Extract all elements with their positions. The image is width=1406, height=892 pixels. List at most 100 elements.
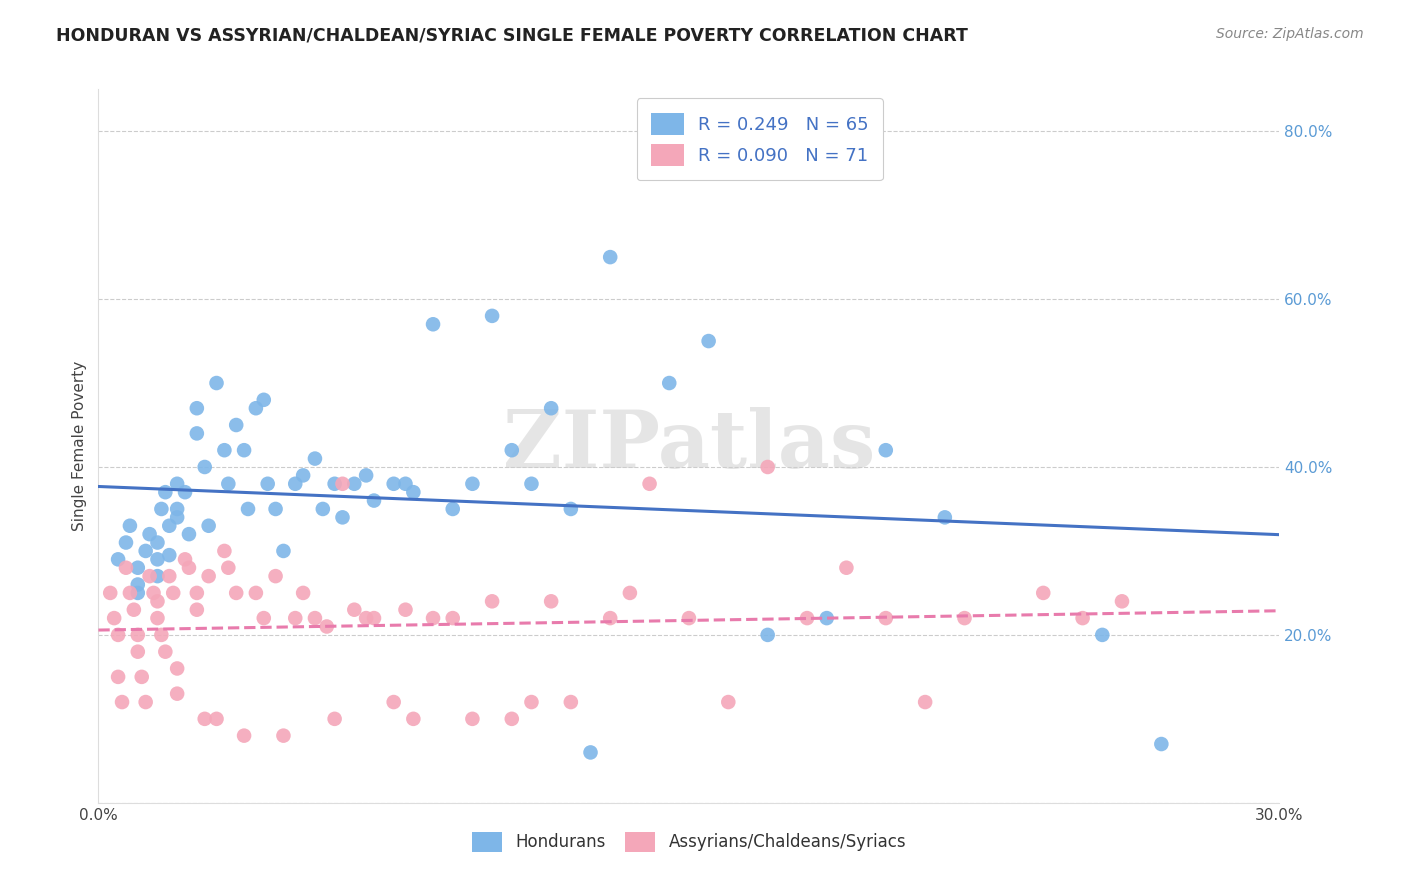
Point — [194, 460, 217, 475]
Point — [107, 552, 129, 566]
Point — [382, 695, 405, 709]
Point — [138, 569, 160, 583]
Point — [312, 502, 335, 516]
Point — [135, 544, 157, 558]
Point — [304, 451, 326, 466]
Point — [205, 376, 228, 390]
Point — [343, 476, 366, 491]
Point — [166, 661, 188, 675]
Point — [127, 560, 149, 574]
Point — [127, 586, 149, 600]
Point — [323, 712, 346, 726]
Point — [815, 611, 838, 625]
Point — [157, 569, 180, 583]
Point — [177, 560, 200, 574]
Point — [402, 485, 425, 500]
Point — [236, 502, 259, 516]
Point — [253, 392, 276, 407]
Text: ZIPatlas: ZIPatlas — [503, 407, 875, 485]
Point — [155, 485, 177, 500]
Point — [146, 569, 169, 583]
Point — [273, 729, 295, 743]
Point — [245, 401, 267, 416]
Text: Source: ZipAtlas.com: Source: ZipAtlas.com — [1216, 27, 1364, 41]
Point — [174, 485, 197, 500]
Point — [717, 695, 740, 709]
Y-axis label: Single Female Poverty: Single Female Poverty — [72, 361, 87, 531]
Point — [186, 603, 208, 617]
Point — [166, 476, 188, 491]
Point — [142, 586, 165, 600]
Point — [214, 544, 236, 558]
Point — [138, 527, 160, 541]
Point — [323, 476, 346, 491]
Point — [599, 250, 621, 264]
Point — [332, 510, 354, 524]
Point — [540, 401, 562, 416]
Point — [332, 476, 354, 491]
Point — [875, 443, 897, 458]
Point — [481, 309, 503, 323]
Point — [658, 376, 681, 390]
Point — [953, 611, 976, 625]
Point — [197, 569, 219, 583]
Point — [638, 476, 661, 491]
Point — [599, 611, 621, 625]
Point — [354, 611, 377, 625]
Legend: Hondurans, Assyrians/Chaldeans/Syriacs: Hondurans, Assyrians/Chaldeans/Syriacs — [465, 825, 912, 859]
Point — [127, 628, 149, 642]
Point — [155, 645, 177, 659]
Point — [146, 594, 169, 608]
Point — [233, 729, 256, 743]
Point — [177, 527, 200, 541]
Point — [186, 426, 208, 441]
Point — [560, 502, 582, 516]
Point — [501, 712, 523, 726]
Point — [354, 468, 377, 483]
Point — [256, 476, 278, 491]
Point — [107, 670, 129, 684]
Point — [284, 611, 307, 625]
Point — [284, 476, 307, 491]
Point — [166, 502, 188, 516]
Point — [422, 611, 444, 625]
Point — [1032, 586, 1054, 600]
Point — [540, 594, 562, 608]
Point — [1091, 628, 1114, 642]
Point — [619, 586, 641, 600]
Point — [225, 417, 247, 432]
Point — [217, 476, 239, 491]
Point — [292, 586, 315, 600]
Point — [233, 443, 256, 458]
Point — [205, 712, 228, 726]
Point — [363, 493, 385, 508]
Point — [131, 670, 153, 684]
Point — [146, 611, 169, 625]
Point — [162, 586, 184, 600]
Point — [194, 712, 217, 726]
Point — [157, 518, 180, 533]
Point — [481, 594, 503, 608]
Point — [245, 586, 267, 600]
Point — [1111, 594, 1133, 608]
Point — [107, 628, 129, 642]
Point — [135, 695, 157, 709]
Point — [111, 695, 134, 709]
Point — [292, 468, 315, 483]
Point — [174, 552, 197, 566]
Point — [115, 535, 138, 549]
Point — [1150, 737, 1173, 751]
Point — [835, 560, 858, 574]
Point — [394, 603, 416, 617]
Point — [225, 586, 247, 600]
Point — [115, 560, 138, 574]
Point — [166, 687, 188, 701]
Point — [343, 603, 366, 617]
Point — [98, 586, 121, 600]
Point — [315, 619, 337, 633]
Point — [579, 746, 602, 760]
Point — [197, 518, 219, 533]
Point — [382, 476, 405, 491]
Point — [186, 586, 208, 600]
Point — [118, 518, 141, 533]
